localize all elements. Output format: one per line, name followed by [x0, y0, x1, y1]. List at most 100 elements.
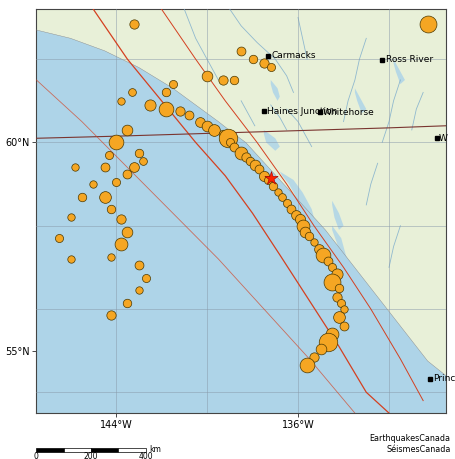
Bar	[91, 448, 118, 452]
Point	[124, 126, 131, 134]
Point	[124, 228, 131, 235]
Point	[185, 112, 192, 119]
Point	[340, 322, 347, 329]
Polygon shape	[309, 246, 337, 313]
Point	[124, 299, 131, 307]
Polygon shape	[264, 130, 280, 151]
Point	[203, 122, 211, 129]
Polygon shape	[271, 80, 280, 101]
Point	[278, 193, 286, 200]
Text: km: km	[150, 445, 162, 454]
Point	[301, 228, 308, 235]
Point	[338, 299, 345, 307]
Point	[283, 199, 290, 207]
Bar	[64, 448, 91, 452]
Point	[210, 126, 217, 134]
Point	[329, 263, 336, 271]
Point	[333, 270, 340, 277]
Point	[108, 253, 115, 261]
Point	[219, 76, 227, 84]
Point	[324, 257, 331, 265]
Text: 200: 200	[84, 453, 98, 459]
Point	[71, 164, 79, 171]
Point	[267, 64, 274, 71]
Bar	[118, 448, 146, 452]
Point	[101, 164, 108, 171]
Point	[224, 134, 231, 142]
Point	[231, 76, 238, 84]
Point	[274, 189, 281, 196]
Point	[117, 216, 124, 223]
Text: Carmacks: Carmacks	[272, 51, 316, 60]
Point	[340, 305, 347, 313]
Polygon shape	[339, 276, 362, 317]
Point	[324, 339, 331, 346]
Point	[256, 166, 263, 173]
Text: 400: 400	[138, 453, 153, 459]
Point	[197, 118, 204, 125]
Bar	[36, 448, 64, 452]
Point	[131, 164, 138, 171]
Text: Prince: Prince	[434, 375, 455, 383]
Point	[135, 262, 142, 269]
Point	[265, 176, 272, 184]
Point	[112, 178, 120, 185]
Point	[329, 330, 336, 338]
Point	[424, 20, 431, 28]
Text: Whitehorse: Whitehorse	[323, 108, 375, 117]
Point	[306, 232, 313, 240]
Point	[231, 143, 238, 150]
Point	[297, 216, 304, 223]
Point	[162, 106, 170, 113]
Point	[176, 107, 183, 115]
Point	[242, 153, 249, 161]
Point	[219, 130, 227, 138]
Point	[128, 89, 136, 96]
Point	[303, 362, 311, 369]
Point	[260, 60, 268, 67]
Polygon shape	[332, 226, 350, 272]
Polygon shape	[355, 88, 366, 113]
Point	[56, 235, 63, 242]
Text: EarthquakesCanada
SéismesCanada: EarthquakesCanada SéismesCanada	[369, 434, 450, 454]
Point	[319, 251, 327, 258]
Point	[317, 345, 324, 352]
Point	[67, 214, 74, 221]
Point	[310, 239, 318, 246]
Point	[260, 172, 268, 179]
Point	[315, 245, 322, 252]
Point	[108, 312, 115, 319]
Point	[247, 157, 254, 165]
Point	[169, 80, 177, 88]
Point	[288, 205, 295, 213]
Text: 0: 0	[34, 453, 39, 459]
Polygon shape	[280, 172, 321, 246]
Point	[203, 72, 211, 79]
Point	[106, 151, 113, 159]
Point	[131, 20, 138, 28]
Point	[226, 139, 233, 146]
Point	[251, 162, 258, 169]
Point	[310, 353, 318, 361]
Point	[101, 193, 108, 200]
Point	[78, 193, 86, 200]
Point	[124, 170, 131, 177]
Point	[238, 47, 245, 55]
Point	[117, 97, 124, 105]
Point	[117, 241, 124, 248]
Point	[112, 139, 120, 146]
Point	[162, 89, 170, 96]
Text: Ross River: Ross River	[386, 56, 433, 64]
Point	[108, 205, 115, 213]
Point	[335, 313, 343, 321]
Point	[333, 293, 340, 300]
Point	[140, 157, 147, 165]
Point	[335, 285, 343, 292]
Polygon shape	[332, 201, 344, 230]
Point	[135, 286, 142, 294]
Point	[90, 180, 97, 188]
Point	[238, 149, 245, 157]
Point	[135, 149, 142, 157]
Point	[292, 212, 299, 219]
Point	[249, 56, 256, 63]
